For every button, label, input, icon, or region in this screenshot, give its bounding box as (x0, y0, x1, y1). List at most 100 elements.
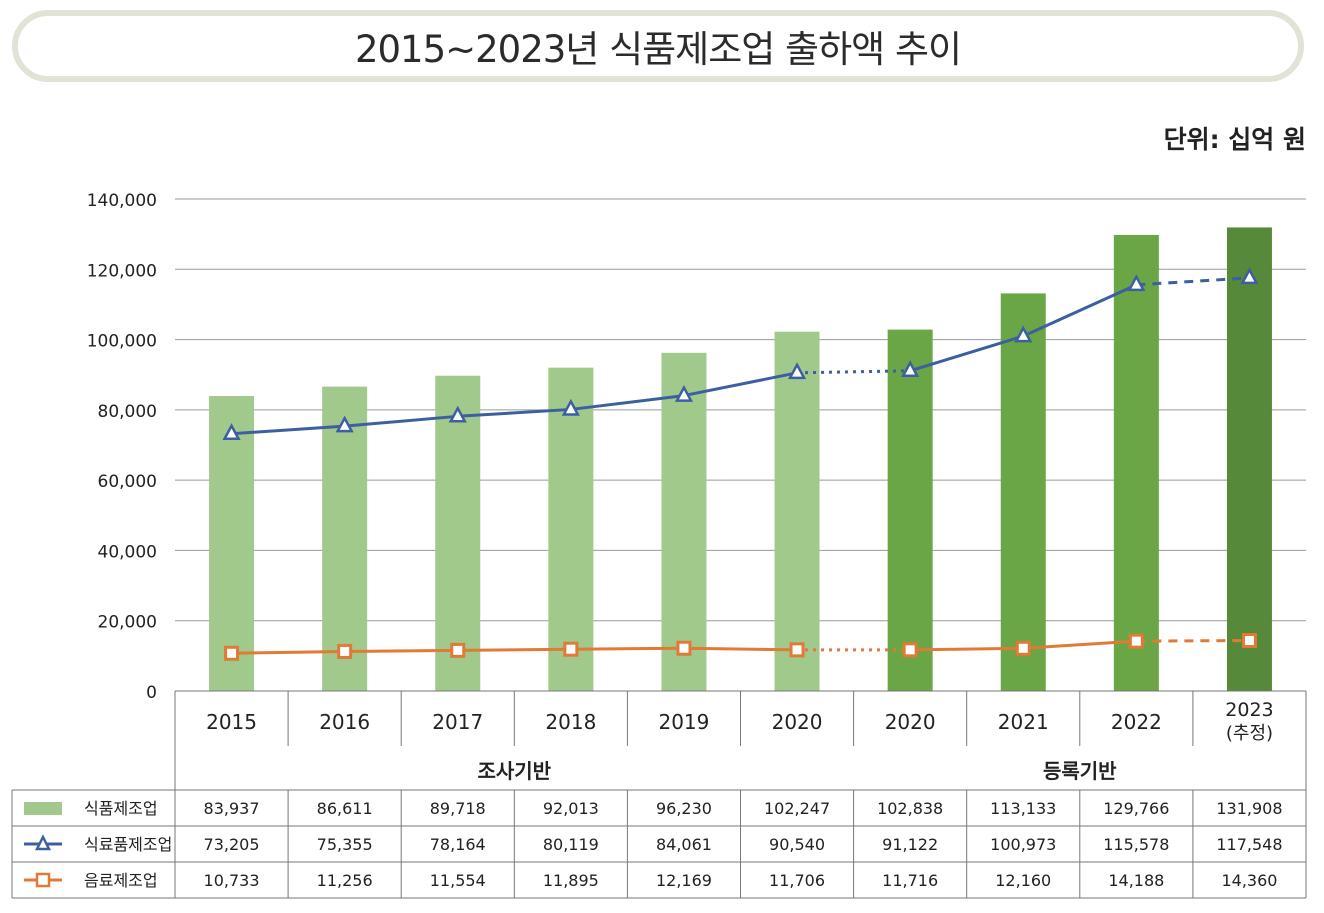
x-tick-label: 2022 (1111, 710, 1162, 734)
bar (774, 331, 820, 691)
series-line-segment (683, 646, 798, 652)
x-tick-label: 2023 (1225, 699, 1273, 721)
line-point-marker (902, 642, 918, 658)
data-label: 102,247 (764, 799, 830, 818)
legend-swatch-bar (24, 802, 62, 815)
bar (661, 352, 707, 691)
series-line-segment (231, 424, 345, 436)
y-tick-label: 80,000 (98, 402, 157, 422)
data-label: 14,188 (1108, 871, 1164, 890)
data-label: 73,205 (204, 835, 260, 854)
line-point-marker (335, 415, 354, 433)
data-label: 129,766 (1103, 799, 1169, 818)
series-line-segment (683, 371, 798, 398)
x-tick-label: 2020 (772, 710, 823, 734)
x-tick-label: 2018 (545, 710, 596, 734)
data-label: 86,611 (317, 799, 373, 818)
data-label: 92,013 (543, 799, 599, 818)
series-line-segment (797, 369, 911, 375)
bar (435, 375, 481, 691)
x-tick-label: (추정) (1226, 723, 1273, 744)
series-line-segment (457, 407, 571, 418)
legend-marker (35, 872, 51, 888)
y-tick-label: 40,000 (98, 542, 157, 562)
line-point-marker (222, 423, 241, 440)
line-point-marker (901, 360, 920, 378)
data-label: 115,578 (1103, 835, 1169, 854)
chart-title: 2015~2023년 식품제조업 출하액 추이 (354, 28, 962, 71)
data-label: 89,718 (430, 799, 486, 818)
line-point-marker (1127, 274, 1146, 292)
title-banner: 2015~2023년 식품제조업 출하액 추이 (12, 10, 1304, 82)
series-line-segment (909, 334, 1024, 373)
line-point-marker (674, 384, 694, 402)
series-line-segment (344, 648, 458, 653)
legend-marker (34, 834, 52, 851)
bar (548, 367, 594, 691)
y-tick-label: 0 (146, 683, 157, 703)
series-line-segment (344, 414, 458, 428)
y-tick-label: 60,000 (98, 472, 157, 492)
line-point-marker (224, 645, 240, 661)
bar (887, 329, 933, 691)
line-point-marker (787, 362, 807, 380)
data-label: 11,716 (882, 871, 938, 890)
x-tick-label: 2017 (432, 710, 483, 734)
series-line-segment (1136, 639, 1250, 643)
line-point-marker (450, 642, 466, 658)
bar (209, 396, 255, 691)
data-label: 11,554 (430, 871, 486, 890)
line-point-marker (1241, 633, 1257, 649)
y-tick-label: 120,000 (87, 261, 157, 281)
data-label: 14,360 (1221, 871, 1277, 890)
group-label: 등록기반 (1043, 759, 1117, 783)
bar (322, 386, 368, 691)
series-line-segment (1136, 276, 1250, 287)
series-line-segment (570, 646, 684, 651)
data-label: 117,548 (1216, 835, 1282, 854)
group-label: 조사기반 (477, 759, 551, 783)
data-label: 96,230 (656, 799, 712, 818)
y-tick-label: 20,000 (98, 613, 157, 633)
bar (1113, 234, 1159, 691)
x-tick-label: 2019 (658, 710, 709, 734)
data-label: 80,119 (543, 835, 599, 854)
data-label: 100,973 (990, 835, 1056, 854)
line-point-marker (676, 640, 692, 656)
data-label: 11,895 (543, 871, 599, 890)
series-line-segment (910, 646, 1024, 652)
unit-label: 단위: 십억 원 (1163, 125, 1306, 154)
bar (1000, 293, 1046, 691)
line-point-marker (563, 641, 579, 657)
data-label: 11,256 (317, 871, 373, 890)
data-label: 91,122 (882, 835, 938, 854)
x-tick-label: 2021 (998, 710, 1049, 734)
series-line-segment (457, 647, 571, 652)
line-point-marker (561, 398, 580, 416)
data-label: 102,838 (877, 799, 943, 818)
data-label: 131,908 (1216, 799, 1282, 818)
line-point-marker (1015, 640, 1031, 656)
legend-label: 식료품제조업 (84, 835, 172, 854)
legend-label: 식품제조업 (84, 799, 158, 818)
series-line-segment (570, 394, 685, 411)
x-tick-label: 2016 (319, 710, 370, 734)
x-tick-label: 2020 (885, 710, 936, 734)
y-tick-label: 100,000 (87, 332, 157, 352)
x-tick-label: 2015 (206, 710, 257, 734)
data-label: 11,706 (769, 871, 825, 890)
line-point-marker (789, 642, 805, 658)
line-point-marker (337, 643, 353, 659)
data-label: 75,355 (317, 835, 373, 854)
bar (1226, 227, 1272, 691)
series-line-segment (1023, 639, 1137, 650)
data-label: 12,160 (995, 871, 1051, 890)
data-label: 78,164 (430, 835, 486, 854)
data-label: 84,061 (656, 835, 712, 854)
series-line-segment (1022, 283, 1137, 338)
y-tick-label: 140,000 (87, 191, 157, 211)
line-point-marker (1240, 267, 1259, 285)
data-label: 90,540 (769, 835, 825, 854)
data-label: 113,133 (990, 799, 1056, 818)
